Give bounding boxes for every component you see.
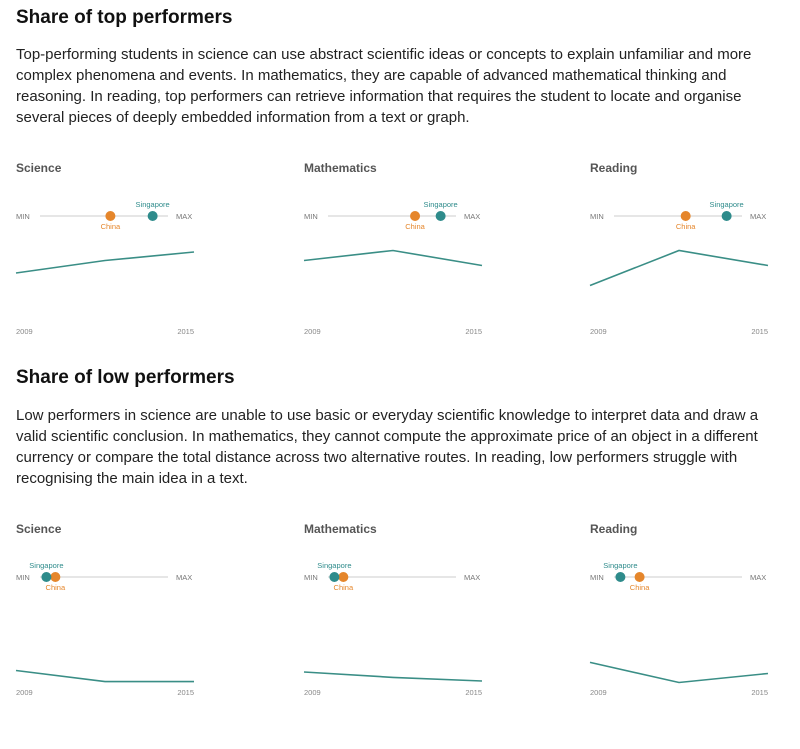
singapore-marker bbox=[41, 572, 52, 582]
min-label: MIN bbox=[590, 212, 604, 221]
trend-line bbox=[589, 249, 769, 287]
chart-svg: Science MIN MAX Singapore China 2009 2015 bbox=[15, 522, 194, 697]
china-label: China bbox=[46, 583, 66, 592]
max-label: MAX bbox=[750, 212, 766, 221]
china-marker bbox=[680, 211, 691, 221]
chart-title: Science bbox=[16, 161, 62, 175]
section-text-low: Low performers in science are unable to … bbox=[16, 407, 759, 487]
chart-svg: Science MIN MAX Singapore China 2009 2015 bbox=[15, 161, 195, 336]
singapore-label: Singapore bbox=[29, 561, 63, 570]
chart-svg: Reading MIN MAX Singapore China 2009 2015 bbox=[589, 522, 769, 697]
section-title-low: Share of low performers bbox=[16, 367, 235, 388]
trend-line bbox=[303, 249, 483, 267]
china-marker bbox=[105, 211, 116, 221]
singapore-label: Singapore bbox=[710, 200, 744, 209]
x-tick-label: 2009 bbox=[590, 688, 607, 697]
china-label: China bbox=[334, 583, 354, 592]
x-tick-label: 2015 bbox=[177, 688, 194, 697]
china-marker bbox=[50, 572, 61, 582]
chart-panel: Mathematics MIN MAX Singapore China 2009 2015 bbox=[303, 519, 484, 699]
chart-svg: Mathematics MIN MAX Singapore China 2009 2015 bbox=[303, 161, 483, 336]
min-label: MIN bbox=[16, 573, 30, 582]
x-tick-label: 2015 bbox=[465, 327, 482, 336]
singapore-label: Singapore bbox=[603, 561, 637, 570]
trend-line bbox=[15, 251, 195, 274]
singapore-marker bbox=[721, 211, 732, 221]
chart-panel: Mathematics MIN MAX Singapore China 2009 2015 bbox=[303, 158, 484, 338]
singapore-marker bbox=[329, 572, 340, 582]
min-label: MIN bbox=[304, 212, 318, 221]
china-label: China bbox=[405, 222, 425, 231]
x-tick-label: 2009 bbox=[304, 688, 321, 697]
chart-panel: Reading MIN MAX Singapore China 2009 2015 bbox=[589, 158, 770, 338]
chart-svg: Mathematics MIN MAX Singapore China 2009 2015 bbox=[303, 522, 483, 697]
chart-panel: Science MIN MAX Singapore China 2009 2015 bbox=[15, 158, 196, 338]
trend-line bbox=[15, 669, 194, 683]
trend-line bbox=[303, 671, 483, 682]
chart-title: Mathematics bbox=[304, 522, 377, 536]
singapore-label: Singapore bbox=[424, 200, 458, 209]
x-tick-label: 2015 bbox=[751, 688, 768, 697]
x-tick-label: 2009 bbox=[304, 327, 321, 336]
min-label: MIN bbox=[590, 573, 604, 582]
china-label: China bbox=[101, 222, 121, 231]
max-label: MAX bbox=[750, 573, 766, 582]
china-marker bbox=[634, 572, 645, 582]
singapore-label: Singapore bbox=[317, 561, 351, 570]
chart-title: Reading bbox=[590, 522, 637, 536]
x-tick-label: 2009 bbox=[16, 327, 33, 336]
section-text-top: Top-performing students in science can u… bbox=[16, 46, 752, 126]
chart-title: Reading bbox=[590, 161, 637, 175]
chart-panel: Reading MIN MAX Singapore China 2009 2015 bbox=[589, 519, 770, 699]
china-marker bbox=[338, 572, 349, 582]
singapore-label: Singapore bbox=[136, 200, 170, 209]
x-tick-label: 2015 bbox=[465, 688, 482, 697]
x-tick-label: 2009 bbox=[590, 327, 607, 336]
singapore-marker bbox=[435, 211, 446, 221]
china-label: China bbox=[676, 222, 696, 231]
chart-title: Mathematics bbox=[304, 161, 377, 175]
trend-line bbox=[589, 661, 769, 684]
max-label: MAX bbox=[464, 212, 480, 221]
singapore-marker bbox=[147, 211, 158, 221]
min-label: MIN bbox=[16, 212, 30, 221]
singapore-marker bbox=[615, 572, 626, 582]
x-tick-label: 2015 bbox=[751, 327, 768, 336]
x-tick-label: 2015 bbox=[177, 327, 194, 336]
section-title-top: Share of top performers bbox=[16, 7, 233, 28]
chart-title: Science bbox=[16, 522, 62, 536]
x-tick-label: 2009 bbox=[16, 688, 33, 697]
max-label: MAX bbox=[176, 212, 192, 221]
china-marker bbox=[410, 211, 421, 221]
max-label: MAX bbox=[176, 573, 192, 582]
chart-svg: Reading MIN MAX Singapore China 2009 2015 bbox=[589, 161, 769, 336]
china-label: China bbox=[630, 583, 650, 592]
min-label: MIN bbox=[304, 573, 318, 582]
chart-panel: Science MIN MAX Singapore China 2009 2015 bbox=[15, 519, 196, 699]
max-label: MAX bbox=[464, 573, 480, 582]
